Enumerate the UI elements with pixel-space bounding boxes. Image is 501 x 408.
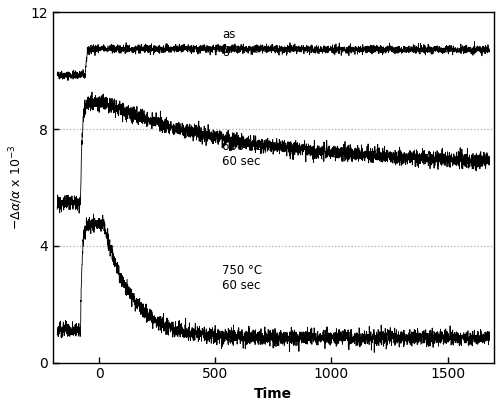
X-axis label: Time: Time [255, 387, 293, 401]
Text: 600 °C
60 sec: 600 °C 60 sec [222, 140, 263, 168]
Y-axis label: $-\Delta\alpha/\alpha$ x 10$^{-3}$: $-\Delta\alpha/\alpha$ x 10$^{-3}$ [7, 145, 25, 230]
Text: as
grown: as grown [222, 28, 259, 55]
Text: 750 °C
60 sec: 750 °C 60 sec [222, 264, 263, 292]
